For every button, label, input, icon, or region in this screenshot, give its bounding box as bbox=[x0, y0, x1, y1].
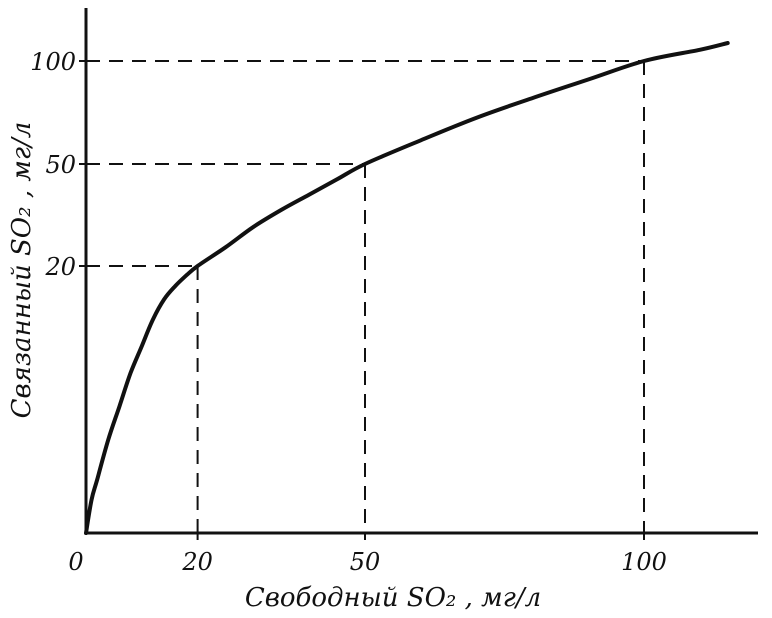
y-tick-label-0: 20 bbox=[44, 253, 76, 281]
y-tick-label-1: 50 bbox=[45, 151, 76, 179]
y-tick-label-2: 100 bbox=[30, 48, 76, 76]
x-tick-label-3: 100 bbox=[621, 548, 667, 576]
x-tick-label-2: 50 bbox=[350, 548, 381, 576]
reference-lines bbox=[86, 60, 645, 533]
x-axis-title: Свободный SO₂ , мг/л bbox=[245, 583, 541, 613]
ticks: 0 20 50 100 20 50 100 bbox=[30, 48, 667, 576]
axis-titles: Свободный SO₂ , мг/л Связанный SO₂ , мг/… bbox=[7, 122, 541, 613]
curve-layer bbox=[84, 41, 730, 535]
x-tick-label-1: 20 bbox=[181, 548, 213, 576]
y-axis-title: Связанный SO₂ , мг/л bbox=[7, 122, 37, 419]
axes bbox=[84, 8, 758, 535]
x-tick-label-0: 0 bbox=[68, 548, 83, 576]
bound-vs-free-so2-curve bbox=[84, 41, 730, 535]
